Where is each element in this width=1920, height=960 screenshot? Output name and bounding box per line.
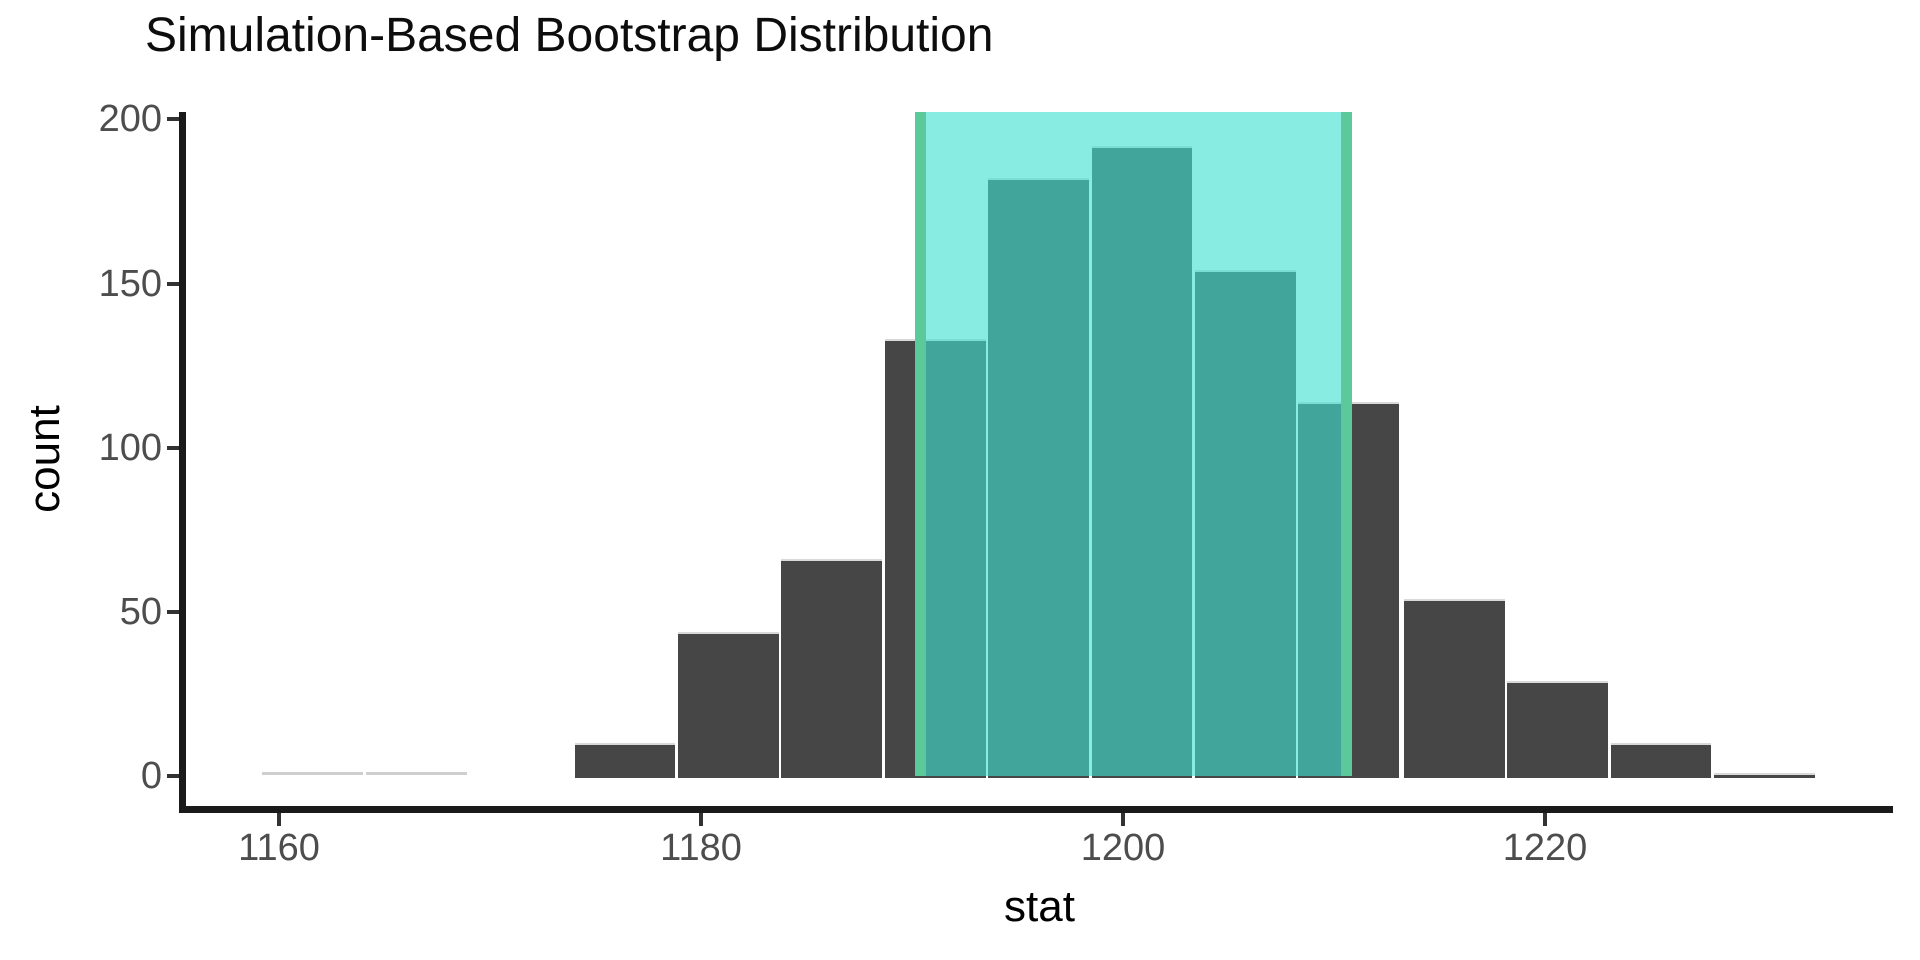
histogram-bar <box>1610 743 1712 778</box>
y-tick-label: 100 <box>98 426 162 469</box>
y-tick-label: 0 <box>140 755 162 797</box>
x-tick-label: 1160 <box>238 827 320 869</box>
histogram-bar <box>262 772 364 775</box>
x-tick-label: 1220 <box>1502 827 1588 869</box>
y-tickmark <box>167 774 179 778</box>
histogram-bar <box>678 631 779 778</box>
histogram-bar <box>1403 598 1505 778</box>
y-tick-label: 50 <box>119 590 162 633</box>
x-axis-title: stat <box>1004 882 1075 931</box>
histogram-bar <box>781 559 883 778</box>
confidence-interval-shade <box>920 112 1347 776</box>
histogram-bar <box>1714 772 1815 778</box>
y-tickmark <box>167 117 179 122</box>
x-tick-label: 1180 <box>660 827 742 869</box>
y-tickmark <box>167 445 179 450</box>
y-axis-line <box>179 112 186 813</box>
y-tick-label: 200 <box>98 98 162 141</box>
y-tick-label: 150 <box>98 262 162 305</box>
histogram-bar <box>1507 680 1609 778</box>
x-tick-label: 1200 <box>1080 827 1166 869</box>
ci-upper-bound-line <box>1341 112 1353 776</box>
ci-lower-bound-line <box>914 112 926 776</box>
x-tickmark <box>1121 813 1125 826</box>
x-axis-line <box>179 806 1893 813</box>
histogram-bar <box>365 772 467 775</box>
x-tickmark <box>277 813 281 826</box>
x-tickmark <box>699 813 703 826</box>
y-tickmark <box>167 609 179 614</box>
y-tickmark <box>167 281 179 286</box>
x-tickmark <box>1543 813 1547 826</box>
histogram-bar <box>574 743 676 778</box>
chart-title: Simulation-Based Bootstrap Distribution <box>145 9 994 62</box>
